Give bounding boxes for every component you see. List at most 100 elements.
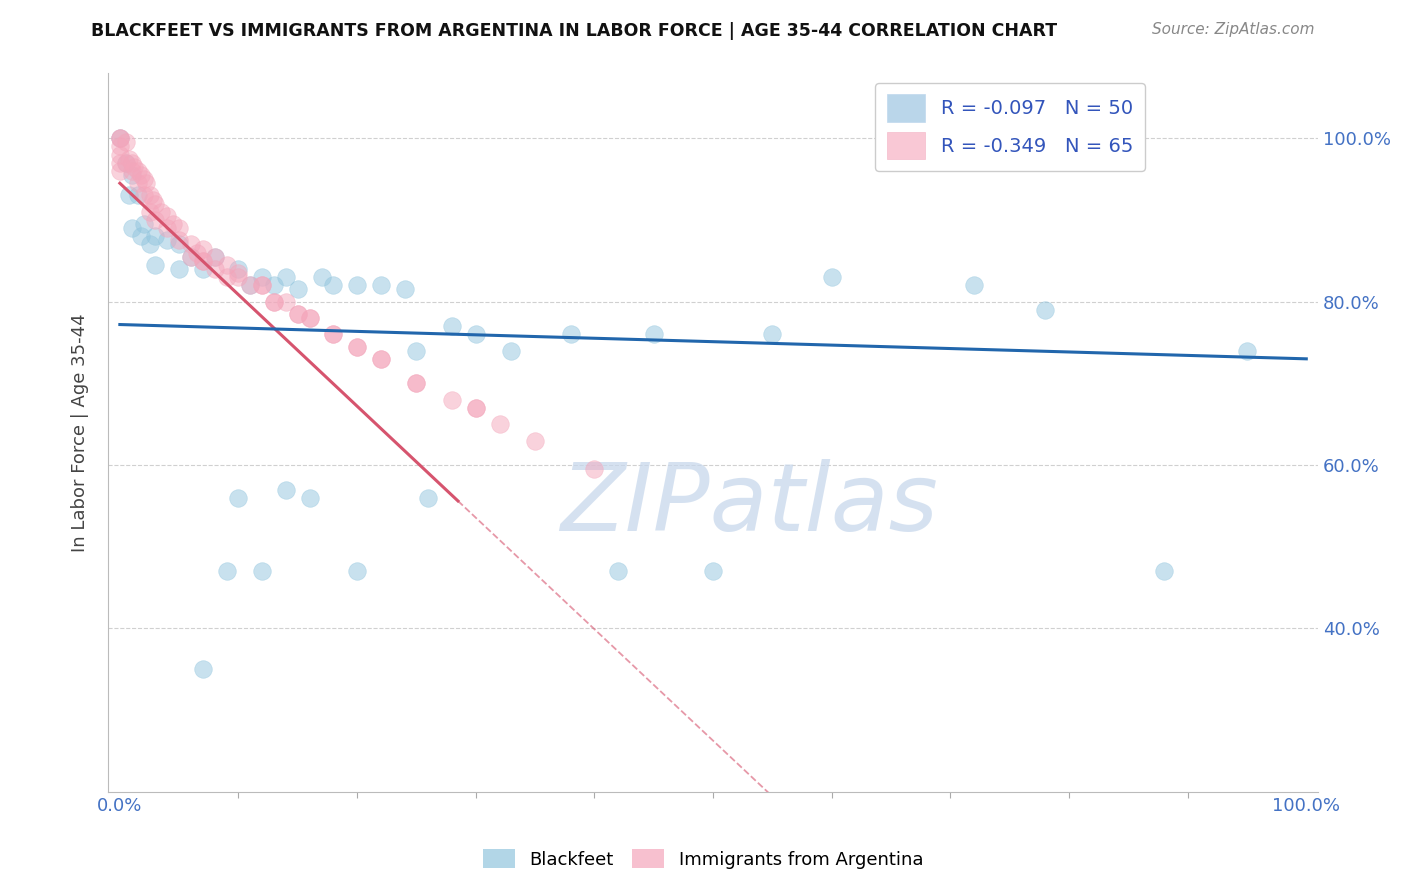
Point: [127, 176, 149, 190]
Point: [138, 188, 160, 202]
Point: [702, 564, 724, 578]
Point: [346, 340, 368, 354]
Point: [215, 270, 238, 285]
Point: [370, 278, 392, 293]
Point: [346, 278, 368, 293]
Point: [180, 250, 202, 264]
Point: [121, 221, 143, 235]
Point: [524, 434, 547, 448]
Point: [346, 340, 368, 354]
Point: [274, 483, 297, 497]
Point: [405, 376, 427, 391]
Point: [204, 250, 226, 264]
Point: [488, 417, 510, 432]
Point: [287, 282, 309, 296]
Point: [118, 188, 141, 202]
Point: [418, 491, 440, 505]
Point: [263, 278, 285, 293]
Point: [583, 462, 606, 476]
Point: [132, 217, 155, 231]
Point: [405, 376, 427, 391]
Point: [322, 278, 344, 293]
Point: [167, 262, 190, 277]
Point: [108, 156, 131, 170]
Point: [167, 234, 190, 248]
Legend: R = -0.097   N = 50, R = -0.349   N = 65: R = -0.097 N = 50, R = -0.349 N = 65: [875, 83, 1144, 170]
Point: [501, 343, 523, 358]
Point: [121, 164, 143, 178]
Point: [963, 278, 986, 293]
Point: [167, 237, 190, 252]
Point: [118, 152, 141, 166]
Point: [274, 294, 297, 309]
Point: [228, 491, 250, 505]
Point: [1033, 302, 1056, 317]
Point: [114, 136, 136, 150]
Point: [263, 294, 285, 309]
Point: [643, 327, 665, 342]
Point: [108, 131, 131, 145]
Point: [122, 160, 145, 174]
Point: [167, 221, 190, 235]
Point: [761, 327, 783, 342]
Point: [191, 253, 214, 268]
Point: [108, 131, 131, 145]
Point: [156, 221, 179, 235]
Point: [204, 262, 226, 277]
Point: [138, 237, 160, 252]
Point: [287, 307, 309, 321]
Point: [132, 172, 155, 186]
Point: [394, 282, 416, 296]
Text: BLACKFEET VS IMMIGRANTS FROM ARGENTINA IN LABOR FORCE | AGE 35-44 CORRELATION CH: BLACKFEET VS IMMIGRANTS FROM ARGENTINA I…: [91, 22, 1057, 40]
Point: [127, 188, 149, 202]
Point: [114, 156, 136, 170]
Point: [162, 217, 184, 231]
Point: [287, 307, 309, 321]
Text: ZIPatlas: ZIPatlas: [561, 458, 938, 549]
Point: [252, 278, 274, 293]
Point: [180, 237, 202, 252]
Point: [252, 278, 274, 293]
Point: [252, 270, 274, 285]
Point: [142, 193, 165, 207]
Point: [228, 262, 250, 277]
Point: [191, 262, 214, 277]
Point: [114, 156, 136, 170]
Y-axis label: In Labor Force | Age 35-44: In Labor Force | Age 35-44: [72, 313, 89, 551]
Point: [228, 266, 250, 280]
Point: [145, 213, 167, 227]
Point: [127, 164, 149, 178]
Point: [129, 229, 152, 244]
Point: [298, 310, 321, 325]
Point: [821, 270, 844, 285]
Point: [607, 564, 630, 578]
Point: [239, 278, 262, 293]
Point: [228, 270, 250, 285]
Point: [191, 242, 214, 256]
Point: [145, 196, 167, 211]
Point: [215, 258, 238, 272]
Point: [370, 351, 392, 366]
Point: [180, 250, 202, 264]
Point: [132, 188, 155, 202]
Point: [138, 204, 160, 219]
Point: [311, 270, 333, 285]
Point: [150, 204, 173, 219]
Point: [121, 156, 143, 170]
Point: [135, 176, 157, 190]
Point: [252, 564, 274, 578]
Point: [464, 401, 486, 415]
Text: Source: ZipAtlas.com: Source: ZipAtlas.com: [1152, 22, 1315, 37]
Point: [129, 168, 152, 182]
Point: [441, 319, 464, 334]
Point: [441, 392, 464, 407]
Point: [191, 662, 214, 676]
Point: [121, 168, 143, 182]
Point: [239, 278, 262, 293]
Point: [204, 250, 226, 264]
Point: [274, 270, 297, 285]
Point: [298, 310, 321, 325]
Point: [191, 253, 214, 268]
Point: [370, 351, 392, 366]
Point: [108, 131, 131, 145]
